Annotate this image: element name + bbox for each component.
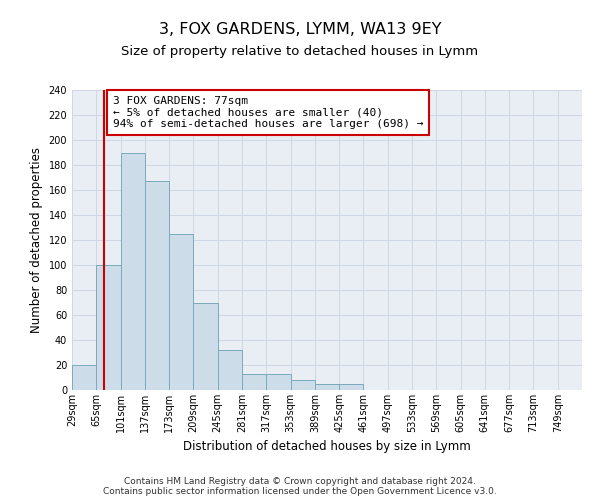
Y-axis label: Number of detached properties: Number of detached properties [30,147,43,333]
Bar [193,302,218,390]
Text: Contains HM Land Registry data © Crown copyright and database right 2024.: Contains HM Land Registry data © Crown c… [124,477,476,486]
Bar [290,380,315,390]
Bar [72,365,96,390]
Bar [218,350,242,390]
Bar [121,152,145,390]
X-axis label: Distribution of detached houses by size in Lymm: Distribution of detached houses by size … [183,440,471,454]
Bar [145,181,169,390]
Bar [315,384,339,390]
Bar [96,265,121,390]
Bar [266,374,290,390]
Text: Contains public sector information licensed under the Open Government Licence v3: Contains public sector information licen… [103,487,497,496]
Bar [242,374,266,390]
Bar [169,234,193,390]
Text: Size of property relative to detached houses in Lymm: Size of property relative to detached ho… [121,45,479,58]
Text: 3 FOX GARDENS: 77sqm
← 5% of detached houses are smaller (40)
94% of semi-detach: 3 FOX GARDENS: 77sqm ← 5% of detached ho… [113,96,424,129]
Bar [339,384,364,390]
Text: 3, FOX GARDENS, LYMM, WA13 9EY: 3, FOX GARDENS, LYMM, WA13 9EY [159,22,441,38]
